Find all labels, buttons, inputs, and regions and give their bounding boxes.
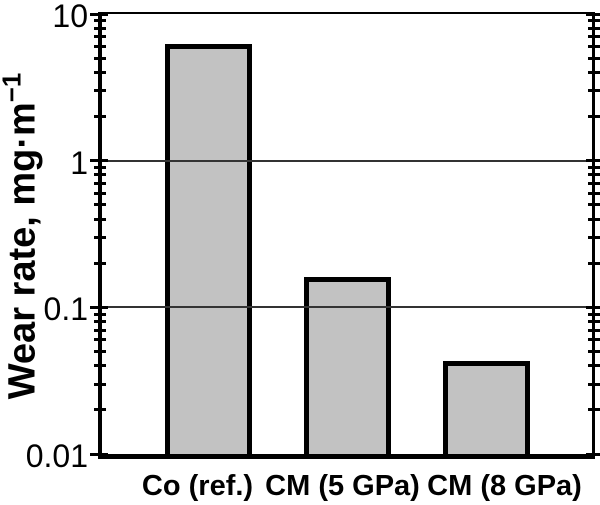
minor-tick xyxy=(588,235,600,239)
minor-tick xyxy=(94,70,106,74)
minor-tick xyxy=(588,45,600,49)
minor-tick xyxy=(588,217,600,221)
minor-tick xyxy=(588,26,600,30)
minor-tick xyxy=(94,328,106,332)
x-category-label: CM (8 GPa) xyxy=(427,470,582,502)
minor-tick xyxy=(588,165,600,169)
minor-tick xyxy=(94,349,106,353)
plot-area xyxy=(90,12,600,459)
y-tick-label: 0.01 xyxy=(25,438,88,474)
minor-tick xyxy=(588,261,600,265)
major-tick xyxy=(90,159,108,163)
minor-tick xyxy=(588,173,600,177)
minor-tick xyxy=(94,181,106,185)
minor-tick xyxy=(94,173,106,177)
major-tick xyxy=(586,159,600,163)
minor-tick xyxy=(94,89,106,93)
minor-tick xyxy=(94,165,106,169)
major-tick xyxy=(90,12,108,16)
minor-tick xyxy=(588,312,600,316)
x-category-label: CM (5 GPa) xyxy=(265,470,420,502)
minor-tick xyxy=(94,408,106,412)
minor-tick xyxy=(94,338,106,342)
minor-tick xyxy=(94,312,106,316)
minor-tick xyxy=(588,364,600,368)
minor-tick xyxy=(588,70,600,74)
major-tick xyxy=(586,12,600,16)
minor-tick xyxy=(94,235,106,239)
minor-tick xyxy=(94,45,106,49)
bar-1 xyxy=(165,44,252,454)
x-category-label: Co (ref.) xyxy=(141,470,254,502)
y-axis-label: Wear rate, mg·m−1 xyxy=(0,72,44,400)
minor-tick xyxy=(588,35,600,39)
minor-tick xyxy=(588,328,600,332)
minor-tick xyxy=(588,320,600,324)
y-tick-label: 10 xyxy=(52,0,88,34)
minor-tick xyxy=(94,56,106,60)
minor-tick xyxy=(94,115,106,118)
minor-tick xyxy=(588,382,600,386)
minor-tick xyxy=(94,203,106,207)
minor-tick xyxy=(588,349,600,353)
minor-tick xyxy=(94,261,106,265)
y-tick-label: 1 xyxy=(70,144,88,181)
major-tick xyxy=(586,305,600,309)
minor-tick xyxy=(588,408,600,412)
minor-tick xyxy=(588,203,600,207)
major-tick xyxy=(586,452,600,456)
minor-tick xyxy=(588,338,600,342)
minor-tick xyxy=(588,89,600,93)
gridline xyxy=(102,306,592,309)
minor-tick xyxy=(94,382,106,386)
minor-tick xyxy=(94,217,106,221)
minor-tick xyxy=(94,26,106,30)
major-tick xyxy=(90,305,108,309)
bar-3 xyxy=(443,361,530,454)
minor-tick xyxy=(94,320,106,324)
gridline xyxy=(102,159,592,162)
minor-tick xyxy=(94,35,106,39)
y-axis-label-text: Wear rate, mg·m xyxy=(1,102,44,400)
minor-tick xyxy=(588,115,600,118)
y-tick-label: 0.1 xyxy=(43,291,88,328)
major-tick xyxy=(90,452,108,456)
minor-tick xyxy=(94,19,106,23)
minor-tick xyxy=(94,191,106,195)
minor-tick xyxy=(588,191,600,195)
minor-tick xyxy=(588,181,600,185)
y-axis-label-exponent: −1 xyxy=(0,72,27,103)
minor-tick xyxy=(94,364,106,368)
minor-tick xyxy=(588,56,600,60)
bar-2 xyxy=(304,277,391,454)
minor-tick xyxy=(588,19,600,23)
